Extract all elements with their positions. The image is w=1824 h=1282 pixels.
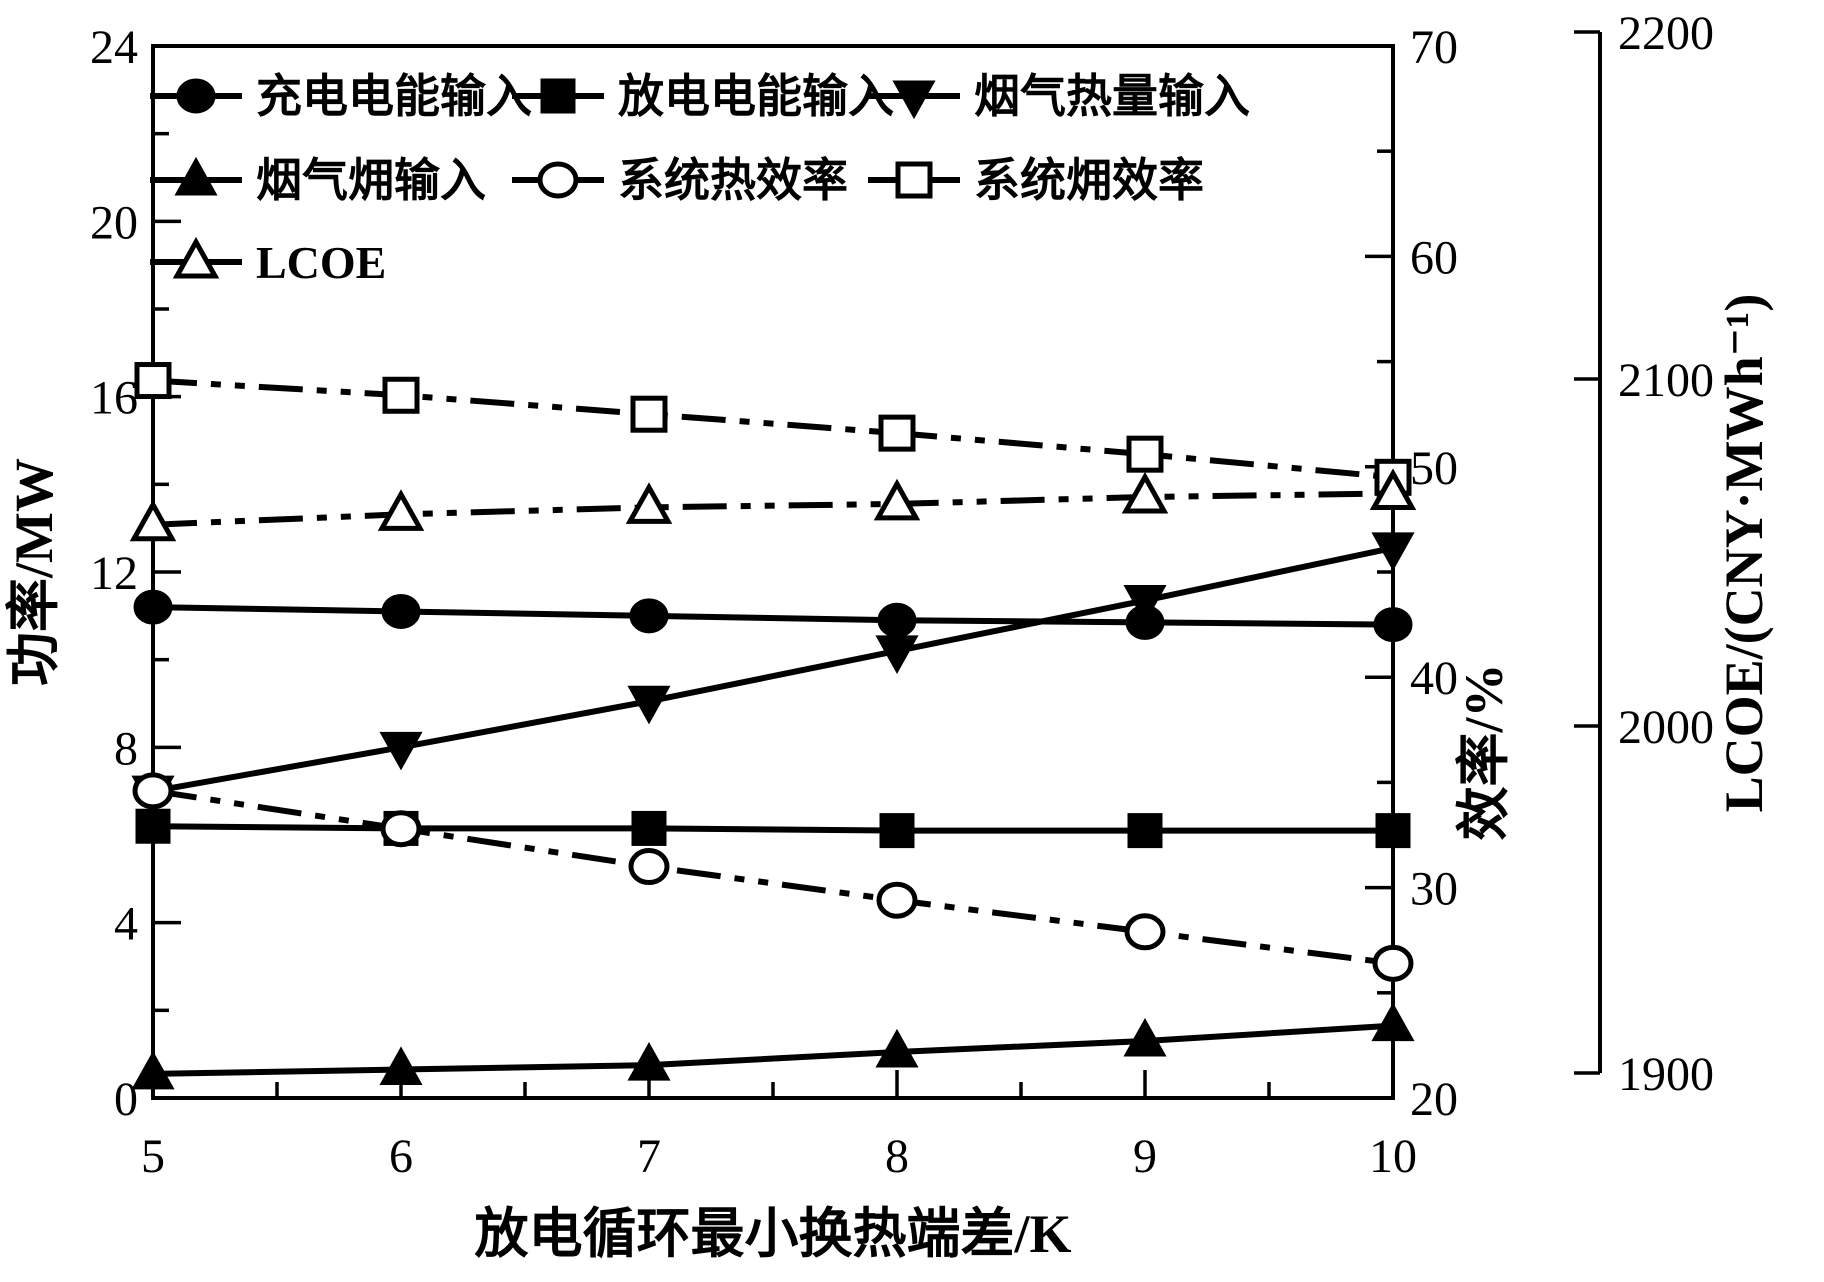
series-marker-system-exergy-efficiency [878,414,916,452]
series-marker-lcoe [873,478,921,521]
series-marker-system-thermal-efficiency [628,848,670,886]
legend-label-lcoe: LCOE [256,237,386,288]
series-marker-flue-gas-exergy-input [1371,1002,1415,1042]
legend-label-discharge-power-input: 放电电能输入 [618,71,894,122]
left-tick-label: 20 [90,196,138,249]
lcoe-tick-label: 1900 [1618,1048,1714,1101]
legend-marker-flue-gas-heat-input [892,80,936,120]
eff-axis-title: 效率/% [1454,663,1514,840]
lcoe-tick-label: 2200 [1618,7,1714,60]
series-marker-flue-gas-exergy-input [875,1028,919,1068]
series-marker-charging-power-input [381,593,421,629]
series-marker-lcoe [129,499,177,542]
series-marker-flue-gas-heat-input [875,635,919,674]
series-marker-discharge-power-input [1127,813,1163,849]
series-marker-lcoe [377,489,425,531]
series-marker-flue-gas-heat-input [379,731,423,771]
series-marker-charging-power-input [1373,607,1413,643]
series-marker-flue-gas-heat-input [1371,532,1415,571]
left-tick-label: 8 [114,722,138,775]
left-tick-label: 24 [90,21,138,74]
series-marker-flue-gas-heat-input [627,685,671,725]
x-tick-label: 6 [389,1130,413,1183]
series-line-system-thermal-efficiency [152,787,1394,967]
series-marker-system-thermal-efficiency [876,881,918,919]
series-marker-discharge-power-input [879,813,915,849]
x-axis-title: 放电循环最小换热端差/K [474,1204,1071,1264]
series-marker-system-thermal-efficiency [1372,944,1414,982]
series-marker-flue-gas-exergy-input [1123,1017,1167,1057]
lcoe-tick-label: 2000 [1618,701,1714,754]
series-marker-lcoe [1121,471,1169,514]
legend-label-flue-gas-exergy-input: 烟气㶲输入 [256,155,486,206]
x-tick-label: 8 [885,1130,909,1183]
eff-tick-label: 60 [1410,231,1458,284]
lcoe-axis-title: LCOE/(CNY·MWh⁻¹) [1714,294,1774,813]
legend-label-system-thermal-efficiency: 系统热效率 [618,155,848,206]
series-marker-charging-power-input [133,589,173,625]
series-marker-system-thermal-efficiency [380,810,422,848]
left-tick-label: 4 [114,898,138,951]
series-marker-system-exergy-efficiency [134,362,172,400]
series-marker-system-exergy-efficiency [630,395,668,433]
series-marker-discharge-power-input [631,810,667,846]
series-line-flue-gas-exergy-input [152,1022,1394,1077]
legend-label-flue-gas-heat-input: 烟气热量输入 [974,71,1250,122]
series-line-system-exergy-efficiency [152,377,1394,481]
series-marker-charging-power-input [629,598,669,634]
legend-marker-system-thermal-efficiency [537,161,579,199]
eff-tick-label: 20 [1410,1073,1458,1126]
lcoe-tick-label: 2100 [1618,354,1714,407]
series-marker-lcoe [625,482,673,524]
series-marker-discharge-power-input [135,808,171,844]
series-marker-lcoe [1369,468,1417,511]
eff-tick-label: 40 [1410,652,1458,705]
x-tick-label: 9 [1133,1130,1157,1183]
series-marker-charging-power-input [877,602,917,638]
left-tick-label: 12 [90,547,138,600]
eff-tick-label: 70 [1410,21,1458,74]
series-marker-discharge-power-input [1375,813,1411,849]
left-tick-label: 16 [90,372,138,425]
legend-marker-system-exergy-efficiency [895,161,933,199]
series-line-discharge-power-input [152,823,1393,834]
legend-marker-lcoe [172,236,220,279]
series-marker-flue-gas-heat-input [1123,584,1167,624]
series-marker-flue-gas-exergy-input [131,1050,175,1090]
eff-tick-label: 30 [1410,863,1458,916]
legend-marker-charging-power-input [176,78,216,114]
legend-label-system-exergy-efficiency: 系统㶲效率 [974,155,1204,206]
left-tick-label: 0 [114,1073,138,1126]
series-marker-flue-gas-exergy-input [627,1042,671,1081]
x-tick-label: 10 [1369,1130,1417,1183]
series-marker-system-thermal-efficiency [1124,913,1166,951]
x-tick-label: 7 [637,1130,661,1183]
series-marker-system-thermal-efficiency [132,772,174,810]
series-marker-flue-gas-exergy-input [379,1046,423,1086]
legend-label-charging-power-input: 充电电能输入 [256,71,532,122]
series-marker-system-exergy-efficiency [382,376,420,414]
left-axis-title: 功率/MW [4,458,64,686]
legend-marker-flue-gas-exergy-input [174,156,218,196]
series-line-flue-gas-heat-input [152,544,1394,795]
eff-tick-label: 50 [1410,442,1458,495]
legend-marker-discharge-power-input [540,78,576,114]
series-line-charging-power-input [152,604,1394,628]
series-marker-system-exergy-efficiency [1126,435,1164,473]
series-line-lcoe [152,490,1394,528]
x-tick-label: 5 [141,1130,165,1183]
